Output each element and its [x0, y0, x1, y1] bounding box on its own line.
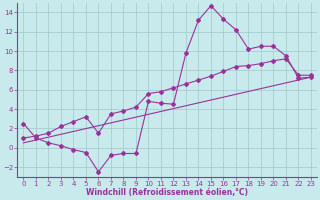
X-axis label: Windchill (Refroidissement éolien,°C): Windchill (Refroidissement éolien,°C): [86, 188, 248, 197]
